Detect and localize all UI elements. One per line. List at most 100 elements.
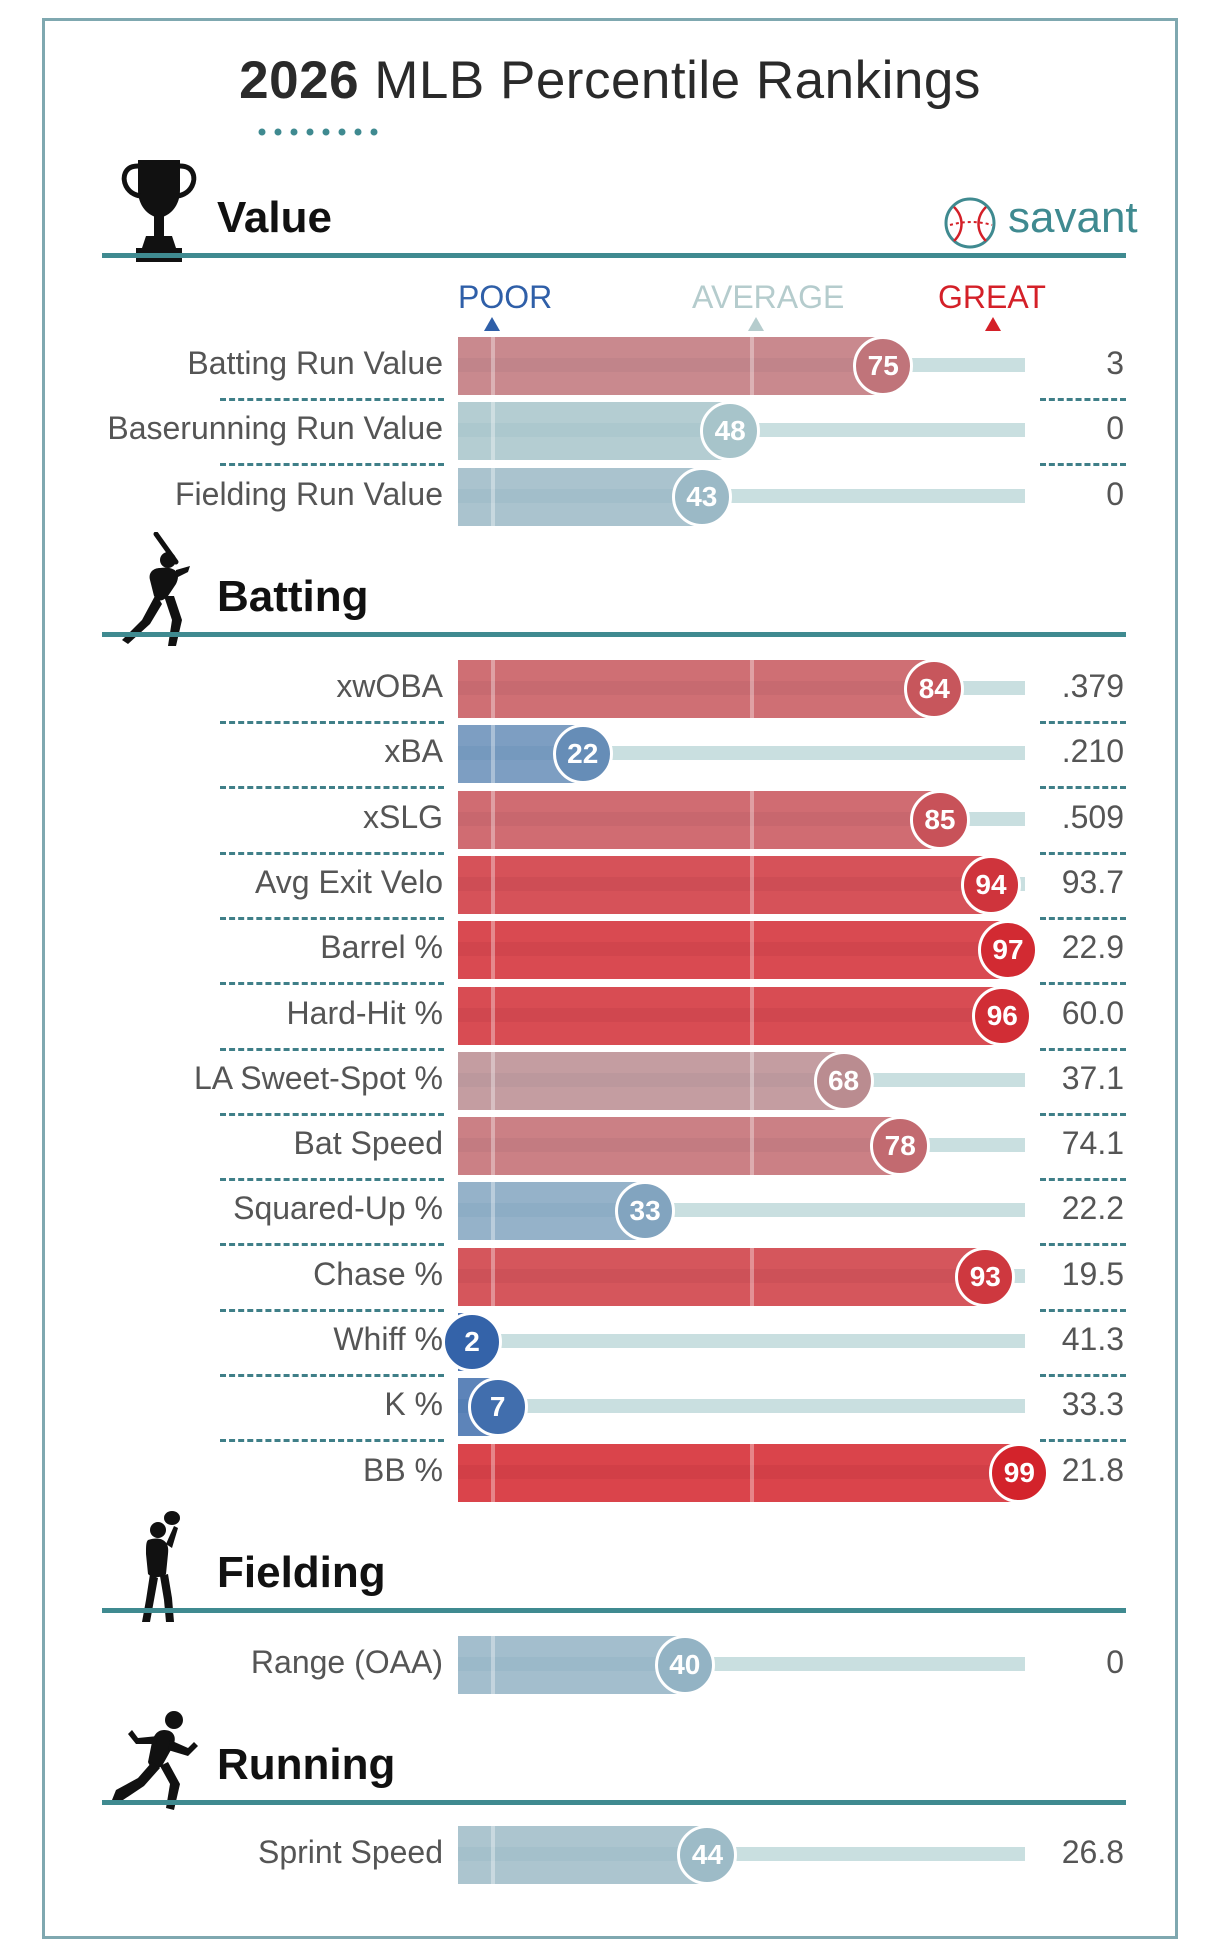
section-rule-fielding <box>102 1608 1126 1613</box>
metric-value: 22.2 <box>1061 1190 1124 1227</box>
section-rule-running <box>102 1800 1126 1805</box>
metric-label: Chase % <box>313 1255 443 1292</box>
metric-value: 60.0 <box>1061 994 1124 1031</box>
row-divider <box>1040 982 1126 986</box>
percentile-bubble: 22 <box>552 724 613 785</box>
great-arrow-icon <box>985 317 1001 331</box>
metric-row: Barrel % 97 22.9 <box>0 920 1220 981</box>
row-divider <box>1040 721 1126 724</box>
metric-row: LA Sweet-Spot % 68 37.1 <box>0 1050 1220 1111</box>
metric-label: K % <box>384 1386 443 1423</box>
row-divider <box>1040 1243 1126 1247</box>
title-underline-dots <box>258 128 378 136</box>
bar-gridline <box>750 660 754 718</box>
metric-value: 0 <box>1106 410 1124 447</box>
row-divider <box>1040 1178 1126 1182</box>
row-divider <box>220 721 444 724</box>
metric-label: xwOBA <box>336 668 443 704</box>
title-text: MLB Percentile Rankings <box>359 51 981 110</box>
metric-value: 3 <box>1106 345 1124 381</box>
bar-gridline <box>491 986 495 1045</box>
percentile-bar <box>458 1826 708 1884</box>
percentile-bubble: 40 <box>654 1635 715 1695</box>
metric-row: xSLG 85 .509 <box>0 789 1220 850</box>
row-divider <box>1040 1047 1126 1051</box>
bar-gridline <box>750 337 754 395</box>
metric-row: Avg Exit Velo 94 93.7 <box>0 854 1220 915</box>
metric-row: xBA 22 .210 <box>0 724 1220 785</box>
metric-label: Range (OAA) <box>250 1644 443 1680</box>
scale-label-great: GREAT <box>938 279 1046 315</box>
row-divider <box>1040 463 1126 467</box>
percentile-bar <box>458 1051 844 1110</box>
row-divider <box>1040 851 1126 855</box>
metric-value: 93.7 <box>1061 863 1124 900</box>
metric-row: xwOBA 84 .379 <box>0 659 1220 719</box>
metric-row: Chase % 93 19.5 <box>0 1246 1220 1307</box>
section-title-value: Value <box>217 193 332 242</box>
percentile-bubble: 48 <box>700 401 761 462</box>
bar-gridline <box>491 1182 495 1241</box>
row-divider <box>220 1047 444 1051</box>
metric-row: Sprint Speed 44 26.8 <box>0 1825 1220 1885</box>
percentile-bar <box>458 1247 986 1306</box>
row-divider <box>220 916 444 920</box>
row-divider <box>220 1374 444 1377</box>
metric-label: xBA <box>384 733 443 770</box>
metric-value: 21.8 <box>1061 1451 1124 1488</box>
row-divider <box>1040 1112 1126 1116</box>
card-frame <box>42 18 1178 1939</box>
title-year: 2026 <box>239 51 360 110</box>
metric-label: Whiff % <box>333 1321 443 1357</box>
bar-gridline <box>491 921 495 980</box>
metric-label: Baserunning Run Value <box>107 410 443 447</box>
bar-gridline <box>491 1636 495 1694</box>
percentile-bar <box>458 855 991 914</box>
metric-row: K % 7 33.3 <box>0 1377 1220 1438</box>
average-arrow-icon <box>748 317 764 331</box>
percentile-bar <box>458 790 940 849</box>
metric-label: Barrel % <box>320 929 443 966</box>
bar-gridline <box>491 1117 495 1176</box>
metric-row: Range (OAA) 40 0 <box>0 1635 1220 1695</box>
metric-value: 0 <box>1106 475 1124 512</box>
metric-label: Squared-Up % <box>233 1190 443 1227</box>
percentile-bubble: 97 <box>977 920 1038 981</box>
metric-value: .379 <box>1061 668 1124 704</box>
percentile-bar <box>458 1443 1020 1502</box>
row-divider <box>1040 916 1126 920</box>
percentile-bar <box>458 660 935 718</box>
row-divider <box>220 1243 444 1247</box>
percentile-bar <box>458 921 1008 980</box>
percentile-bubble: 94 <box>960 854 1021 915</box>
metric-label: Hard-Hit % <box>286 994 443 1031</box>
metric-label: Bat Speed <box>293 1125 443 1162</box>
metric-row: Whiff % 2 41.3 <box>0 1312 1220 1372</box>
section-title-batting: Batting <box>217 572 369 621</box>
bar-gridline <box>491 855 495 914</box>
bar-gridline <box>750 1247 754 1306</box>
metric-row: Baserunning Run Value 48 0 <box>0 401 1220 462</box>
row-divider <box>1040 1439 1126 1443</box>
metric-label: xSLG <box>362 798 443 835</box>
metric-label: Sprint Speed <box>257 1834 443 1870</box>
percentile-bubble: 68 <box>813 1050 874 1111</box>
bar-track <box>458 1334 1025 1348</box>
savant-logo <box>944 197 996 249</box>
percentile-bubble: 96 <box>972 985 1033 1046</box>
metric-value: 0 <box>1106 1644 1124 1680</box>
bar-gridline <box>491 1826 495 1884</box>
metric-value: 22.9 <box>1061 929 1124 966</box>
percentile-bubble: 43 <box>671 466 732 527</box>
row-divider <box>220 982 444 986</box>
percentile-bubble: 78 <box>870 1116 931 1177</box>
bar-gridline <box>750 986 754 1045</box>
bar-gridline <box>491 725 495 784</box>
section-rule-value <box>102 253 1126 258</box>
metric-label: Avg Exit Velo <box>255 863 443 900</box>
percentile-bubble: 93 <box>955 1246 1016 1307</box>
metric-label: Fielding Run Value <box>174 475 443 512</box>
percentile-bubble: 84 <box>904 659 965 719</box>
row-divider <box>220 463 444 467</box>
bar-gridline <box>750 855 754 914</box>
